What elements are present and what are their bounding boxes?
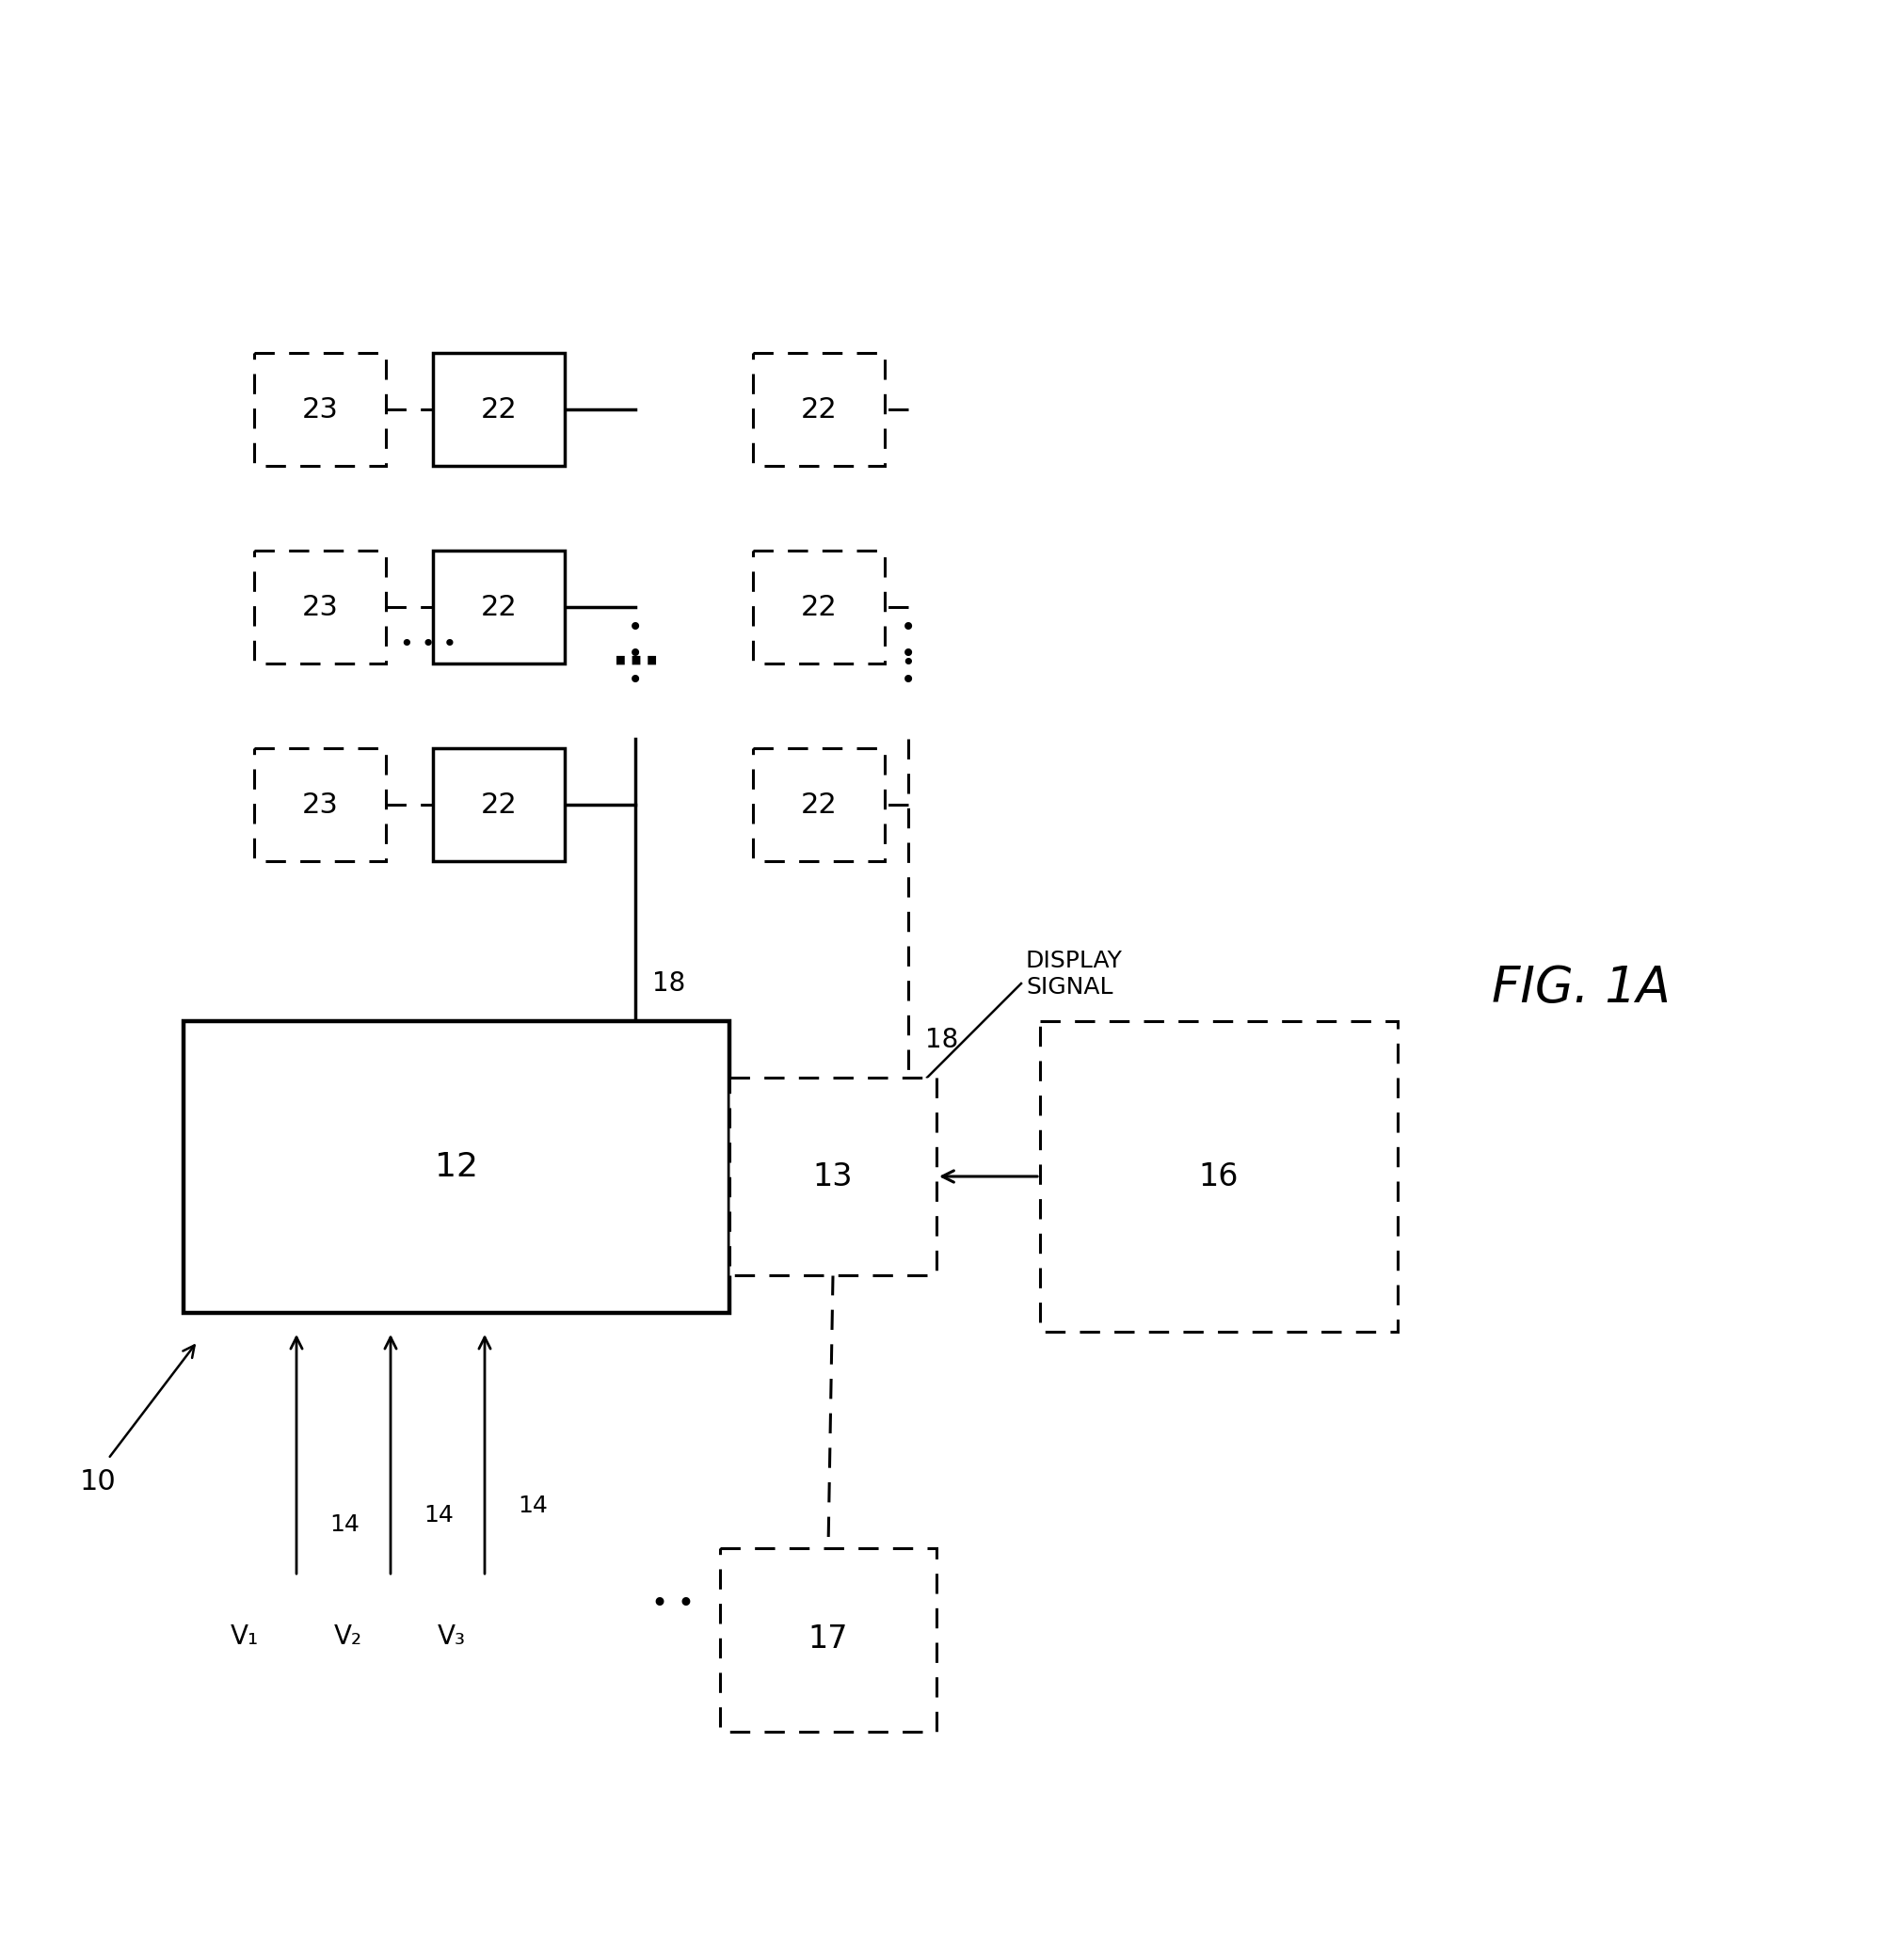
Text: 23: 23 (301, 397, 339, 424)
Text: 14: 14 (518, 1494, 546, 1517)
Text: 14: 14 (423, 1503, 453, 1527)
Text: •
•
•: • • • (626, 615, 644, 693)
Bar (729, 1078, 937, 1275)
Text: 22: 22 (800, 791, 836, 819)
Bar (720, 1548, 937, 1732)
Bar (432, 749, 564, 861)
Text: •
•
•: • • • (901, 615, 916, 693)
Text: • • •: • • • (400, 633, 457, 656)
Text: 14: 14 (329, 1513, 360, 1536)
Text: 22: 22 (480, 594, 516, 621)
Text: 12: 12 (434, 1151, 478, 1182)
Text: • •: • • (651, 1591, 695, 1618)
Text: 23: 23 (301, 594, 339, 621)
Text: ⋯: ⋯ (611, 640, 659, 687)
Bar (183, 1022, 729, 1314)
Text: 17: 17 (807, 1623, 847, 1654)
Bar (432, 551, 564, 664)
Bar (1040, 1022, 1398, 1331)
Text: 16: 16 (1198, 1161, 1238, 1192)
Text: 22: 22 (480, 791, 516, 819)
Bar (432, 352, 564, 466)
Text: V₃: V₃ (438, 1623, 466, 1651)
Text: •: • (901, 652, 914, 675)
Text: 22: 22 (800, 397, 836, 424)
Bar (752, 551, 883, 664)
Bar (752, 352, 883, 466)
Bar (253, 749, 387, 861)
Text: 22: 22 (800, 594, 836, 621)
Text: 13: 13 (813, 1161, 853, 1192)
Text: 18: 18 (651, 969, 685, 997)
Text: V₂: V₂ (333, 1623, 362, 1651)
Text: 22: 22 (480, 397, 516, 424)
Bar (752, 749, 883, 861)
Text: FIG. 1A: FIG. 1A (1491, 964, 1670, 1012)
Text: 23: 23 (301, 791, 339, 819)
Text: 10: 10 (80, 1469, 116, 1496)
Text: 18: 18 (925, 1027, 958, 1053)
Text: DISPLAY
SIGNAL: DISPLAY SIGNAL (1026, 950, 1121, 998)
Text: V₁: V₁ (230, 1623, 259, 1651)
Bar (253, 551, 387, 664)
Bar (253, 352, 387, 466)
